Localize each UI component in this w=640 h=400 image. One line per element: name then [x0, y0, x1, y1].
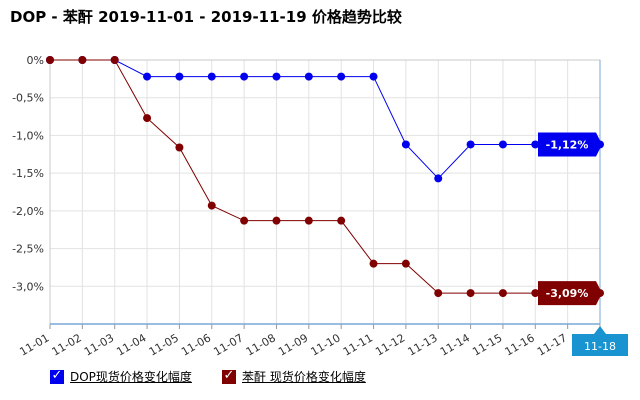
data-point — [337, 216, 346, 225]
y-tick-label: -2,0% — [12, 205, 44, 218]
hover-x-label-text: 11-18 — [584, 340, 616, 353]
end-value-tag-bg — [538, 281, 602, 306]
data-point — [240, 72, 249, 81]
x-tick-label: 11-13 — [406, 331, 440, 358]
chart-title: DOP - 苯酐 2019-11-01 - 2019-11-19 价格趋势比较 — [10, 8, 402, 26]
data-point — [337, 72, 346, 81]
legend-item-dop[interactable]: ✓ DOP现货价格变化幅度 — [50, 368, 192, 385]
end-value-tag-text: -3,09% — [546, 287, 589, 300]
hover-x-label: 11-18 — [572, 326, 628, 356]
hover-x-label-bg — [572, 326, 628, 356]
x-tick-label: 11-08 — [244, 331, 278, 358]
y-tick-label: -3,0% — [12, 280, 44, 293]
x-tick-label: 11-10 — [308, 331, 342, 358]
data-point — [143, 72, 152, 81]
data-point — [531, 289, 540, 298]
data-point — [304, 216, 313, 225]
series-line-1 — [50, 59, 600, 294]
data-point — [434, 289, 443, 298]
end-value-tag: -1,12% — [538, 132, 602, 157]
plot-frame — [49, 59, 601, 325]
y-tick-label: -0,5% — [12, 92, 44, 105]
x-tick-label: 11-14 — [438, 331, 472, 358]
grid — [49, 59, 601, 324]
data-point — [498, 289, 507, 298]
x-tick-label: 11-17 — [535, 331, 569, 358]
end-value-tag-bg — [538, 132, 602, 157]
end-value-tag: -3,09% — [538, 281, 602, 306]
data-point — [240, 216, 249, 225]
data-point — [369, 259, 378, 268]
series-layer — [46, 56, 604, 298]
data-point — [466, 289, 475, 298]
legend-item-anhydride[interactable]: ✓ 苯酐 现货价格变化幅度 — [222, 368, 366, 385]
x-tick-label: 11-16 — [503, 331, 537, 358]
checkbox-checked-icon[interactable]: ✓ — [222, 367, 236, 384]
x-tick-label: 11-04 — [114, 331, 148, 358]
data-point — [531, 140, 540, 149]
x-tick-label: 11-09 — [276, 331, 310, 358]
checkbox-checked-icon[interactable]: ✓ — [50, 367, 64, 384]
data-point — [272, 216, 281, 225]
x-tick-label: 11-01 — [17, 331, 51, 358]
x-tick-label: 11-02 — [50, 331, 84, 358]
y-tick-label: -1,0% — [12, 129, 44, 142]
x-tick-label: 11-06 — [179, 331, 213, 358]
x-tick-label: 11-15 — [470, 331, 504, 358]
series-line-0 — [50, 59, 600, 180]
data-point — [401, 140, 410, 149]
y-tick-label: 0% — [27, 54, 44, 67]
data-point — [498, 140, 507, 149]
x-tick-label: 11-05 — [147, 331, 181, 358]
data-point — [143, 114, 152, 123]
data-point — [78, 56, 87, 64]
x-tick-label: 11-03 — [82, 331, 116, 358]
axes: 0%-0,5%-1,0%-1,5%-2,0%-2,5%-3,0%11-0111-… — [12, 54, 601, 359]
legend-label-anhydride: 苯酐 现货价格变化幅度 — [242, 370, 366, 384]
x-tick-label: 11-12 — [373, 331, 407, 358]
data-point — [175, 143, 184, 152]
end-value-tag-text: -1,12% — [546, 138, 589, 151]
data-point — [46, 56, 54, 64]
x-tick-label: 11-07 — [211, 331, 245, 358]
data-point — [466, 140, 475, 149]
data-point — [207, 72, 216, 81]
data-point — [434, 174, 443, 183]
data-point — [401, 259, 410, 268]
legend-label-dop: DOP现货价格变化幅度 — [70, 370, 192, 384]
y-tick-label: -1,5% — [12, 167, 44, 180]
y-tick-label: -2,5% — [12, 243, 44, 256]
data-point — [207, 201, 216, 210]
data-point — [175, 72, 184, 81]
data-point — [272, 72, 281, 81]
data-point — [304, 72, 313, 81]
x-tick-label: 11-11 — [341, 331, 375, 358]
data-point — [369, 72, 378, 81]
data-point — [110, 56, 119, 64]
end-labels: -1,12% -3,09% 11-18 — [538, 132, 628, 356]
